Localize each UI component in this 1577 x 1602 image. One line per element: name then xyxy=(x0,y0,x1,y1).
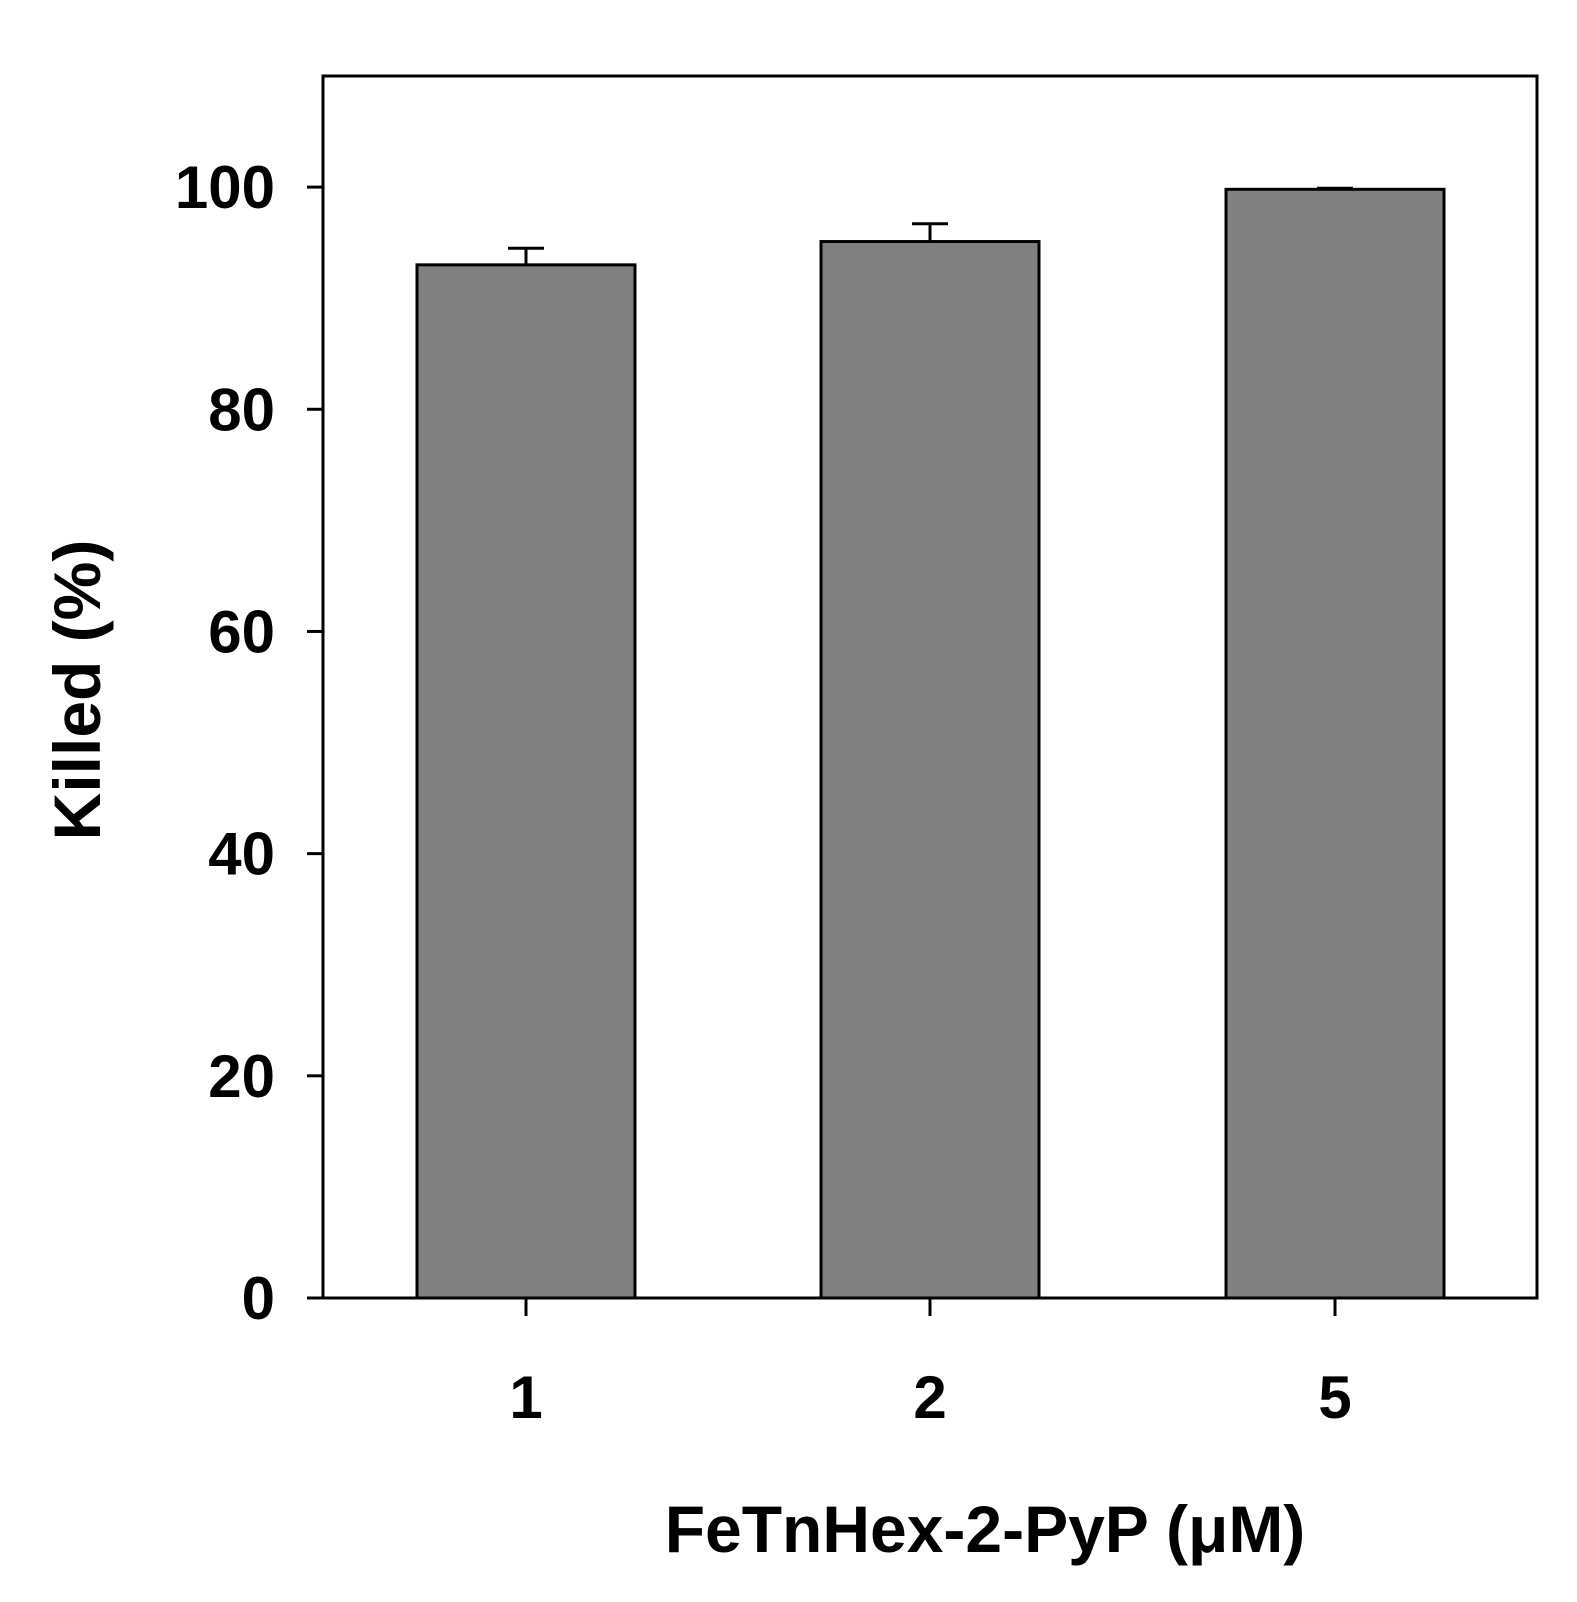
x-tick-label: 2 xyxy=(913,1364,946,1431)
x-axis-title: FeTnHex-2-PyP (μM) xyxy=(665,1492,1306,1566)
bar-1 xyxy=(415,263,637,1300)
bars xyxy=(415,187,1446,1300)
y-axis: 0 20 40 60 80 100 xyxy=(175,154,323,1332)
bar-2 xyxy=(819,240,1041,1300)
y-tick-label: 100 xyxy=(175,154,275,221)
y-axis-title: Killed (%) xyxy=(40,540,114,841)
y-tick-label: 40 xyxy=(208,821,275,888)
x-tick-label: 5 xyxy=(1318,1364,1351,1431)
y-tick-label: 20 xyxy=(208,1043,275,1110)
x-tick-label: 1 xyxy=(509,1364,542,1431)
y-tick-label: 60 xyxy=(208,598,275,665)
y-tick-label: 0 xyxy=(242,1265,275,1332)
bar-5 xyxy=(1224,187,1446,1300)
error-bars xyxy=(508,186,1353,265)
y-tick-label: 80 xyxy=(208,376,275,443)
x-axis: 1 2 5 xyxy=(307,1296,1537,1431)
